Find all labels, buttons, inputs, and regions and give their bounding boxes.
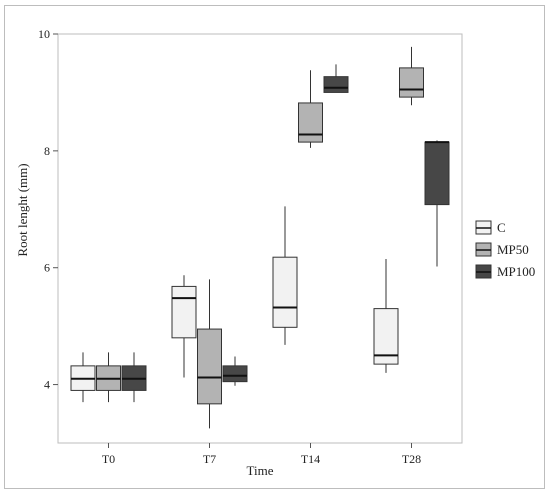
box-C-T14 (272, 206, 298, 345)
legend: C MP50 MP100 (475, 220, 535, 279)
legend-item-MP50: MP50 (475, 242, 529, 257)
box-body (222, 365, 248, 383)
box-MP100-T14 (323, 64, 349, 93)
box-C-T28 (373, 258, 399, 373)
boxes-layer (70, 46, 450, 429)
box-body (197, 328, 222, 405)
x-axis-title: Time (247, 463, 274, 478)
legend-label: MP100 (497, 264, 535, 279)
box-MP100-T0 (121, 352, 147, 403)
box-MP50-T7 (197, 279, 222, 429)
figure-frame (4, 5, 545, 489)
box-body (399, 67, 424, 98)
y-axis: 4 6 8 10 (38, 27, 58, 392)
x-tick-label-T7: T7 (203, 452, 216, 466)
box-MP50-T28 (399, 46, 424, 106)
y-axis-title: Root lenght (mm) (15, 163, 30, 256)
box-body (298, 102, 323, 143)
box-body (424, 141, 450, 206)
box-C-T0 (70, 352, 96, 403)
box-MP100-T28 (424, 140, 450, 267)
legend-label: C (497, 220, 506, 235)
y-tick-label-6: 6 (44, 261, 50, 275)
legend-item-MP100: MP100 (475, 264, 535, 279)
box-MP50-T0 (96, 352, 121, 403)
box-body (171, 285, 197, 339)
x-axis: T0 T7 T14 T28 (102, 443, 421, 466)
box-C-T7 (171, 275, 197, 378)
box-MP50-T14 (298, 70, 323, 148)
box-body (272, 256, 298, 328)
box-body (323, 76, 349, 93)
y-tick-label-4: 4 (44, 378, 50, 392)
legend-label: MP50 (497, 242, 529, 257)
legend-item-C: C (475, 220, 506, 235)
x-tick-label-T28: T28 (402, 452, 421, 466)
box-MP100-T7 (222, 356, 248, 386)
x-tick-label-T0: T0 (102, 452, 115, 466)
y-tick-label-8: 8 (44, 144, 50, 158)
x-tick-label-T14: T14 (301, 452, 320, 466)
y-tick-label-10: 10 (38, 27, 50, 41)
